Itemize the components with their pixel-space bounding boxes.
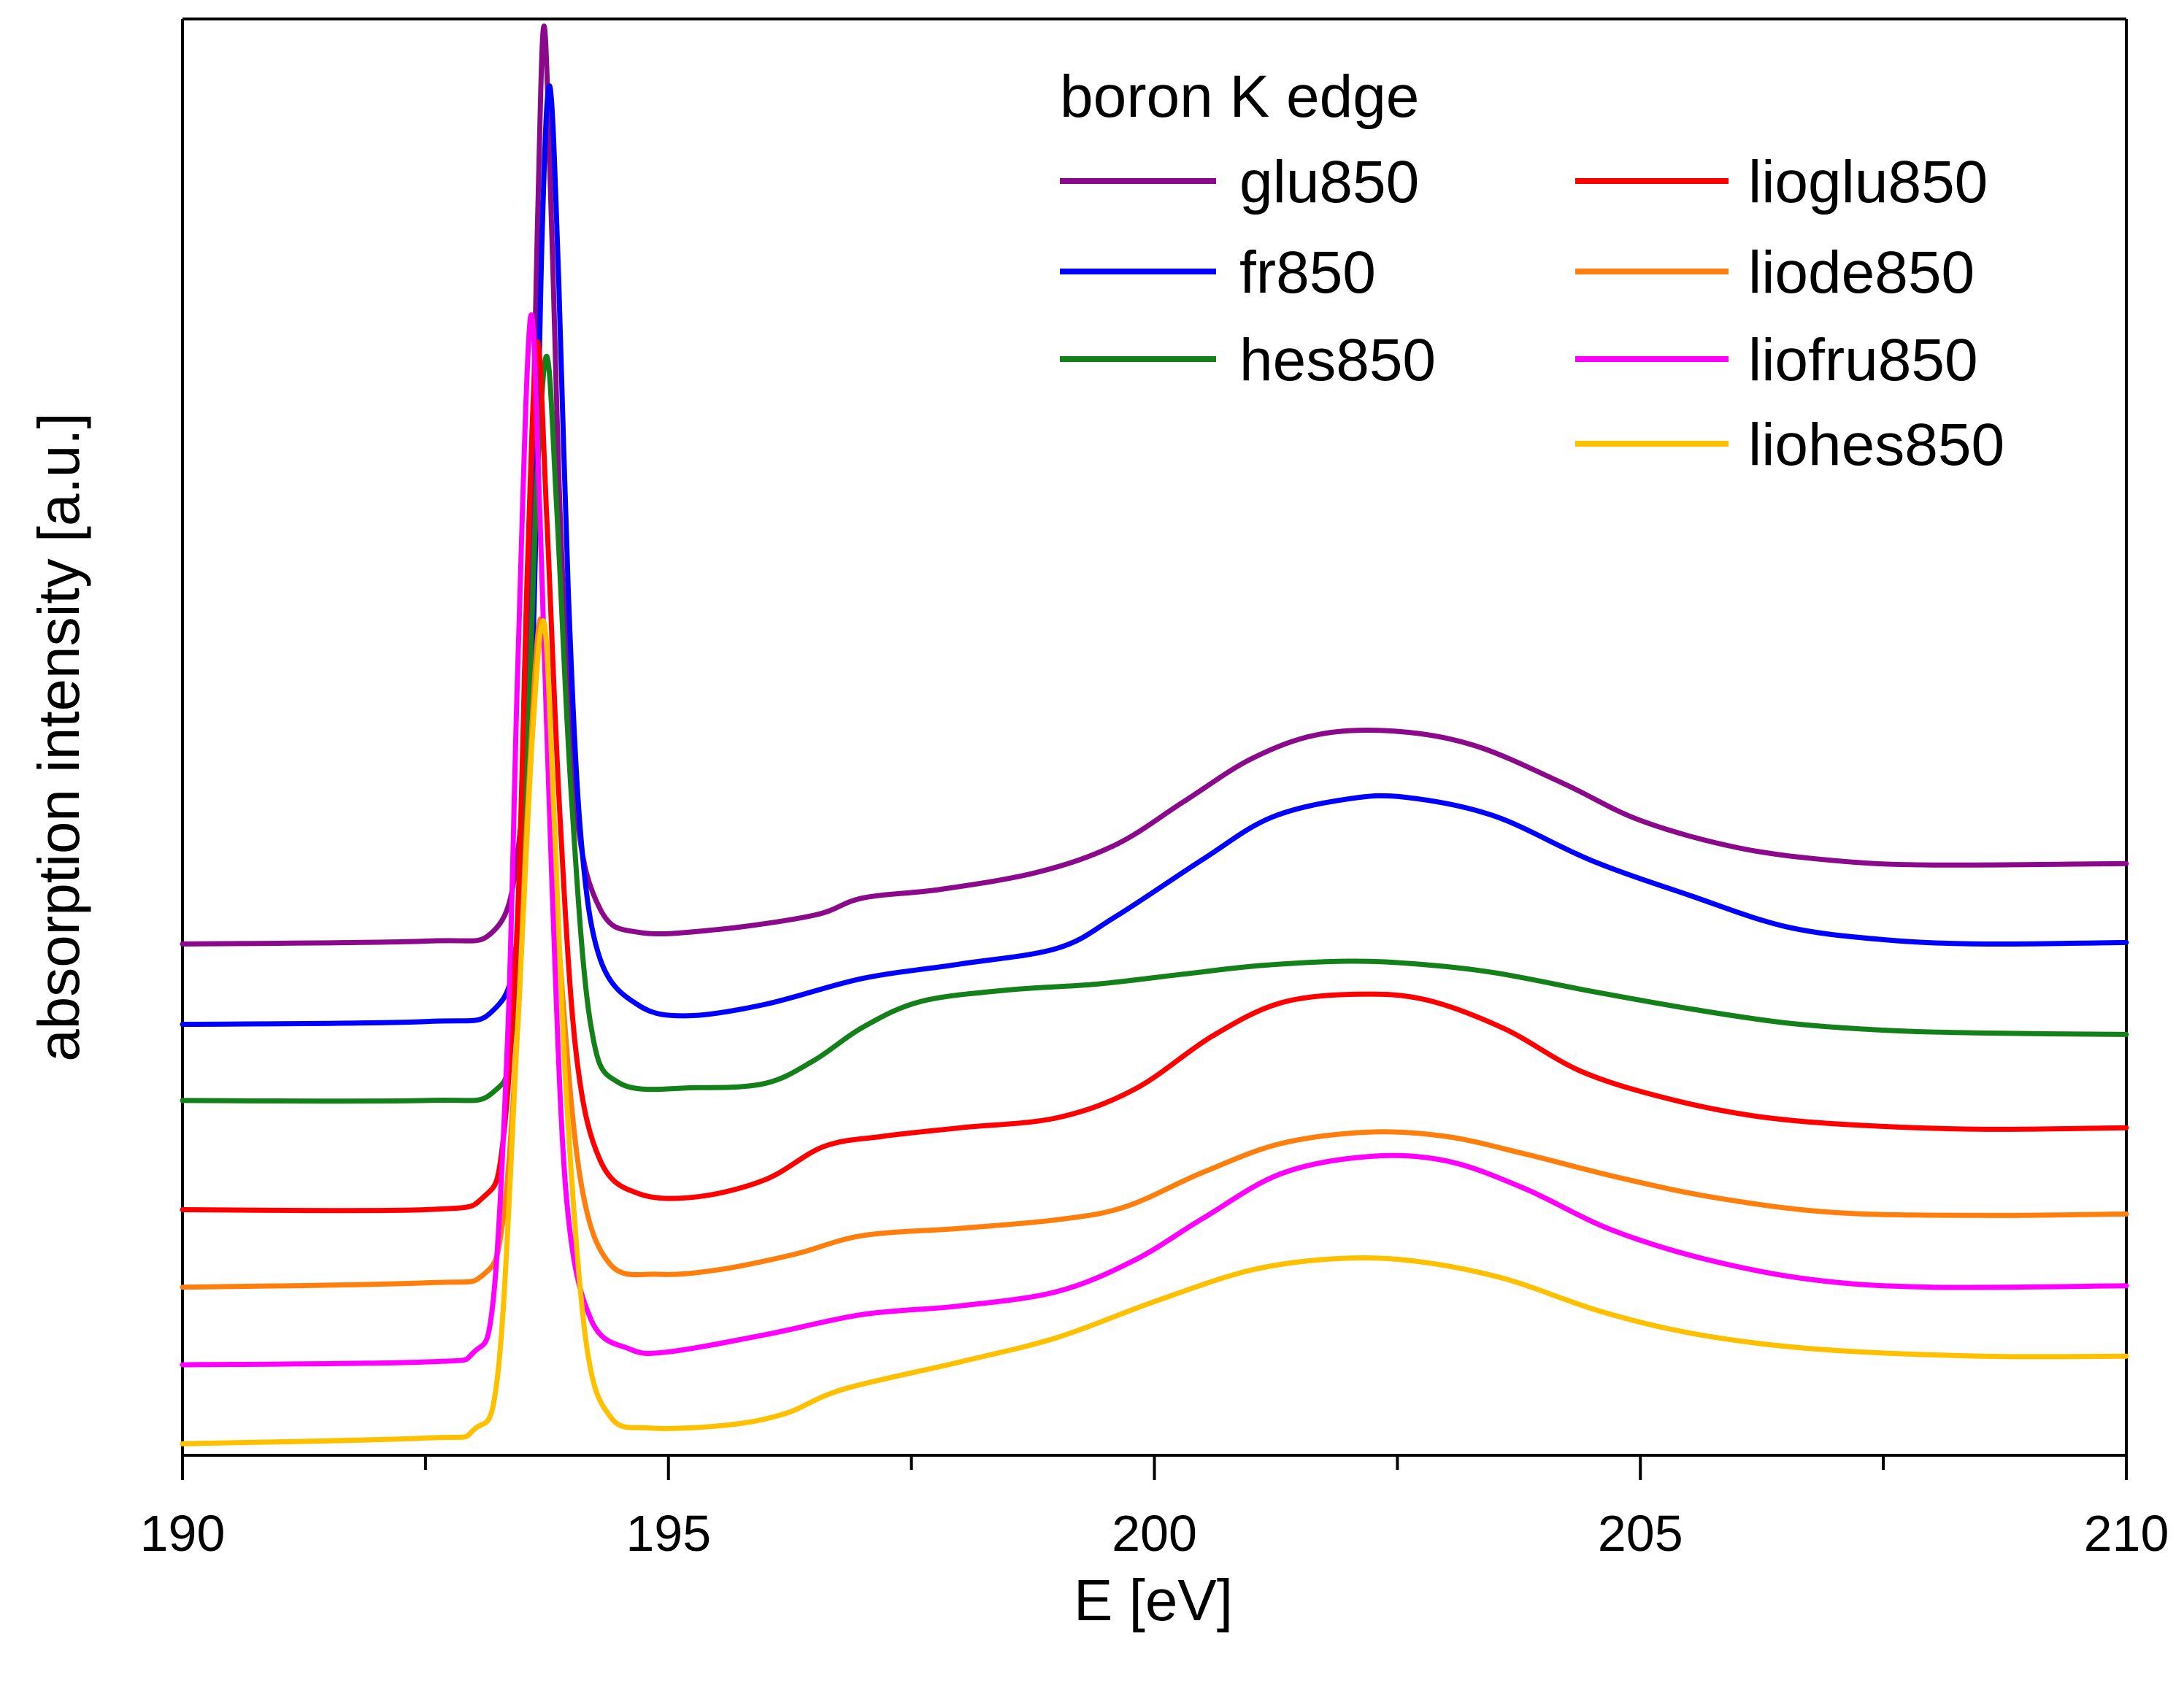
series-line-liohes850 [180,618,2129,1447]
y-axis-label: absorption intensity [a.u.] [26,412,91,1061]
legend-label-fr850: fr850 [1239,239,1376,306]
legend-label-lioglu850: lioglu850 [1748,149,1988,215]
series-line-glu850 [180,23,2129,947]
x-tick-label: 210 [2084,1505,2169,1562]
legend: boron K edge glu850 fr850 hes850 lioglu850 l… [1060,63,2004,478]
series-line-lioglu850 [180,339,2129,1214]
series-line-hes850 [180,353,2129,1104]
x-axis-label: E [eV] [1074,1568,1233,1633]
x-tick-label: 190 [140,1505,226,1562]
legend-label-liohes850: liohes850 [1748,412,2004,478]
x-tick-label: 200 [1112,1505,1197,1562]
series-line-liode850 [180,616,2129,1290]
x-tick-label: 205 [1598,1505,1683,1562]
x-ticks [181,1455,2128,1480]
legend-label-hes850: hes850 [1239,327,1436,393]
legend-label-liofru850: liofru850 [1748,327,1978,393]
legend-title: boron K edge [1060,63,1419,130]
x-tick-labels: 190 195 200 205 210 [140,1505,2169,1562]
legend-entries: glu850 fr850 hes850 lioglu850 liode850 liofru… [1060,149,2004,478]
legend-label-glu850: glu850 [1239,149,1419,215]
plot-frame [181,18,2128,1457]
x-tick-label: 195 [626,1505,711,1562]
series-line-liofru850 [180,312,2129,1368]
series-lines [180,23,2129,1447]
series-line-fr850 [180,83,2129,1028]
legend-label-liode850: liode850 [1748,239,1975,306]
